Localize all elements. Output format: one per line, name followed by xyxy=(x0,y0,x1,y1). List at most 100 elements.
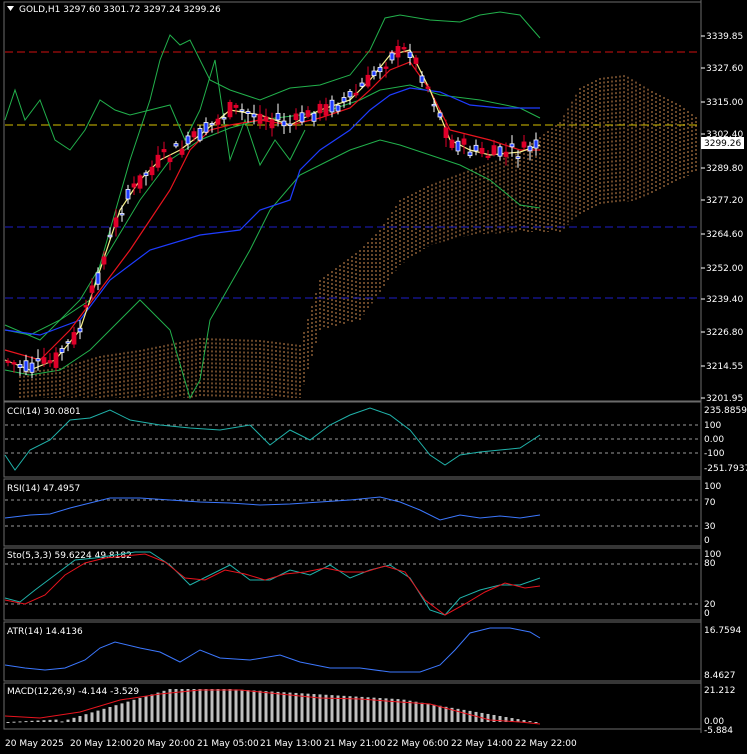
macd-histogram-bar xyxy=(246,690,250,722)
main-price-panel[interactable] xyxy=(4,11,698,400)
price-tick-label: 3289.80 xyxy=(706,164,743,174)
macd-histogram-bar xyxy=(504,717,508,722)
macd-histogram-bar xyxy=(258,690,262,722)
macd-label: MACD(12,26,9) -4.144 -3.529 xyxy=(7,687,139,697)
price-tick-label: 3226.80 xyxy=(706,328,743,338)
candle-body xyxy=(353,92,359,96)
stochastic-main-line xyxy=(4,551,541,616)
candle-body xyxy=(365,74,371,87)
macd-tick-bottom: -5.884 xyxy=(704,726,733,736)
macd-histogram-bar xyxy=(120,703,124,722)
macd-histogram-bar xyxy=(204,689,208,722)
candle-body xyxy=(305,110,311,117)
macd-histogram-bar xyxy=(426,703,430,722)
rsi-panel[interactable]: RSI(14) 47.4957 xyxy=(4,484,698,527)
sto-tick-100: 100 xyxy=(704,550,721,560)
candle-body xyxy=(101,256,107,265)
rsi-label: RSI(14) 47.4957 xyxy=(7,484,80,494)
candle-body xyxy=(245,111,251,114)
candle-body xyxy=(515,156,521,159)
macd-histogram-bar xyxy=(36,720,40,722)
rsi-line xyxy=(4,496,541,521)
candle-body xyxy=(197,128,203,141)
candle-body xyxy=(383,66,389,69)
macd-histogram-bar xyxy=(522,720,526,722)
macd-histogram-bar xyxy=(186,689,190,722)
price-tick-label: 3277.20 xyxy=(706,196,743,206)
macd-histogram-bar xyxy=(174,689,178,722)
macd-histogram-bar xyxy=(312,694,316,722)
candle-body xyxy=(275,112,281,121)
macd-histogram-bar xyxy=(456,708,460,722)
time-label-5: 21 May 21:00 xyxy=(324,739,386,749)
macd-histogram-bar xyxy=(42,720,46,722)
macd-histogram-bar xyxy=(60,721,64,723)
candle-body xyxy=(209,123,215,126)
candle-body xyxy=(401,47,407,50)
macd-histogram-bar xyxy=(528,721,532,723)
macd-histogram-bar xyxy=(90,712,94,722)
candle-body xyxy=(455,140,461,152)
stochastic-panel[interactable]: Sto(5,3,3) 59.6224 49.8182 xyxy=(4,551,698,616)
macd-histogram-bar xyxy=(108,707,112,722)
horizontal-levels[interactable] xyxy=(5,51,698,299)
macd-histogram-bar xyxy=(402,699,406,722)
time-label-2: 20 May 20:00 xyxy=(133,739,195,749)
candle-body xyxy=(95,272,101,285)
candle-body xyxy=(167,157,173,163)
cci-panel[interactable]: CCI(14) 30.0801 xyxy=(4,407,698,471)
atr-tick-bottom: 8.4627 xyxy=(704,671,736,681)
macd-histogram-bar xyxy=(96,710,100,722)
candle-body xyxy=(131,183,137,188)
macd-histogram-bar xyxy=(6,722,10,723)
candle-body xyxy=(251,113,257,118)
candle-body xyxy=(107,234,113,238)
candle-body xyxy=(173,143,179,147)
candle-body xyxy=(527,145,533,152)
macd-histogram-bar xyxy=(48,719,52,722)
macd-histogram-bar xyxy=(234,689,238,722)
price-axis: 3339.85 3327.60 3315.00 3302.40 3289.80 3277.… xyxy=(701,32,743,404)
macd-histogram-bar xyxy=(114,705,118,722)
macd-histogram-bar xyxy=(282,692,286,722)
macd-histogram-bar xyxy=(324,694,328,722)
rsi-tick-0: 0 xyxy=(704,536,710,546)
macd-histogram-bar xyxy=(396,699,400,722)
candle-body xyxy=(335,104,341,112)
candle-body xyxy=(191,131,197,138)
macd-histogram-bar xyxy=(66,719,70,722)
macd-histogram-bar xyxy=(264,691,268,722)
candle-body xyxy=(179,148,185,155)
macd-histogram-bar xyxy=(354,696,358,722)
macd-histogram-bar xyxy=(372,697,376,722)
candle-body xyxy=(389,52,395,61)
cci-tick-bottom: -251.7937 xyxy=(704,464,747,474)
candle-body xyxy=(497,146,503,157)
macd-histogram-bar xyxy=(150,694,154,722)
candle-body xyxy=(17,363,23,369)
macd-histogram-bar xyxy=(390,698,394,722)
atr-panel[interactable]: ATR(14) 14.4136 xyxy=(4,627,541,673)
candle-body xyxy=(29,362,35,373)
candle-body xyxy=(377,66,383,73)
macd-histogram-bar xyxy=(156,692,160,722)
macd-histogram-bar xyxy=(486,713,490,722)
macd-histogram-bar xyxy=(360,696,364,722)
macd-histogram-bar xyxy=(336,695,340,722)
candle-body xyxy=(221,117,227,120)
current-price-text: 3299.26 xyxy=(704,139,741,149)
candlesticks xyxy=(5,39,539,379)
macd-histogram-bar xyxy=(228,689,232,722)
macd-signal-line xyxy=(4,689,541,725)
candle-body xyxy=(347,91,353,98)
macd-histogram-bar xyxy=(102,708,106,722)
candle-body xyxy=(425,86,431,89)
macd-histogram-bar xyxy=(534,722,538,723)
chart-menu-triangle-icon[interactable] xyxy=(7,6,14,11)
time-label-7: 22 May 14:00 xyxy=(451,739,513,749)
cci-tick-minus100: -100 xyxy=(704,449,725,459)
macd-histogram-bar xyxy=(240,689,244,722)
macd-panel[interactable]: MACD(12,26,9) -4.144 -3.529 xyxy=(4,687,541,725)
candle-body xyxy=(299,112,305,123)
